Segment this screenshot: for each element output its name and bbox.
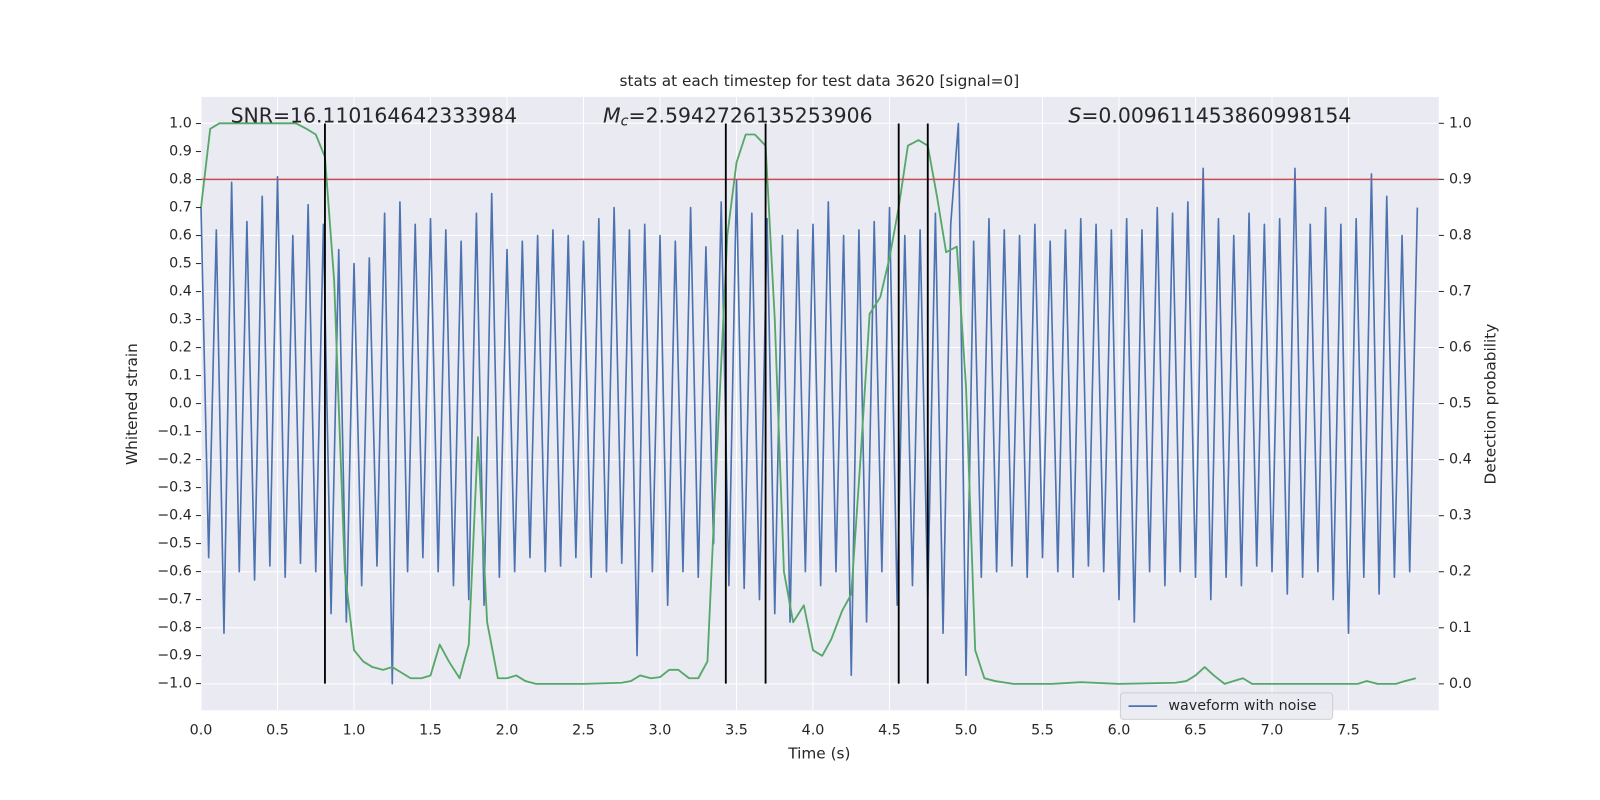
x-tick-label: 7.5	[1337, 723, 1360, 739]
y-tick-label: −0.7	[157, 592, 192, 608]
y-tick-label: −0.9	[157, 648, 192, 664]
x-tick-label: 6.0	[1108, 723, 1131, 739]
s-annotation: S=0.009611453860998154	[1068, 103, 1351, 127]
y-tick-label: 1.0	[169, 116, 192, 132]
y-tick-label: −0.8	[157, 620, 192, 636]
y-tick-label: −0.4	[157, 508, 192, 524]
mc-value: =2.5942726135253906	[628, 103, 872, 127]
s-symbol: S	[1068, 103, 1081, 127]
y-tick-label: 0.9	[169, 144, 192, 160]
legend-label: waveform with noise	[1168, 698, 1316, 714]
waveform-line	[200, 122, 1419, 685]
y-tick-label: 0.7	[169, 200, 192, 216]
y-tick-label: 0.5	[169, 256, 192, 272]
y-tick-label: 0.0	[169, 396, 192, 412]
y-tick-label: −1.0	[157, 676, 192, 692]
chart-title: stats at each timestep for test data 362…	[620, 72, 1020, 90]
y2-tick-label: 0.4	[1449, 452, 1472, 468]
mc-subscript: c	[621, 113, 629, 129]
x-tick-label: 6.5	[1184, 723, 1207, 739]
y2-tick-label: 0.3	[1449, 508, 1472, 524]
x-tick-label: 0.0	[190, 723, 213, 739]
y2-tick-label: 0.5	[1449, 396, 1472, 412]
x-tick-label: 0.5	[266, 723, 289, 739]
y2-tick-label: 0.2	[1449, 564, 1472, 580]
y-tick-label: −0.3	[157, 480, 192, 496]
y2-axis-label: Detection probability	[1481, 324, 1499, 485]
y2-tick-label: 0.1	[1449, 620, 1472, 636]
y2-tick-label: 0.6	[1449, 340, 1472, 356]
x-tick-label: 2.0	[496, 723, 519, 739]
y-tick-label: 0.2	[169, 340, 192, 356]
y-tick-label: 0.8	[169, 172, 192, 188]
x-tick-label: 1.0	[343, 723, 366, 739]
mc-symbol: M	[603, 103, 621, 127]
legend-box	[1119, 692, 1334, 720]
x-tick-label: 3.0	[649, 723, 672, 739]
y-axis-label: Whitened strain	[123, 343, 141, 465]
y-tick-label: −0.5	[157, 536, 192, 552]
y-tick-label: 0.4	[169, 284, 192, 300]
y-tick-label: −0.1	[157, 424, 192, 440]
legend: waveform with noise	[1119, 692, 1334, 720]
snr-annotation: SNR=16.110164642333984	[231, 103, 517, 127]
y-tick-label: 0.3	[169, 312, 192, 328]
x-tick-label: 5.5	[1031, 723, 1054, 739]
y2-tick-label: 0.7	[1449, 283, 1472, 299]
y2-tick-label: 0.0	[1449, 676, 1472, 692]
x-axis-label: Time (s)	[787, 745, 850, 763]
x-tick-label: 1.5	[419, 723, 442, 739]
s-value: =0.009611453860998154	[1081, 103, 1351, 127]
probability-line	[200, 122, 1417, 685]
x-tick-label: 3.5	[725, 723, 748, 739]
y2-tick-label: 1.0	[1449, 115, 1472, 131]
y-tick-label: −0.2	[157, 452, 192, 468]
x-tick-label: 4.5	[878, 723, 901, 739]
y2-tick-label: 0.9	[1449, 171, 1472, 187]
x-tick-label: 5.0	[955, 723, 978, 739]
x-tick-label: 4.0	[802, 723, 825, 739]
y-tick-label: −0.6	[157, 564, 192, 580]
y-tick-label: 0.1	[169, 368, 192, 384]
y-tick-label: 0.6	[169, 228, 192, 244]
mc-annotation: Mc=2.5942726135253906	[603, 103, 873, 129]
x-tick-label: 7.0	[1261, 723, 1284, 739]
y2-tick-label: 0.8	[1449, 227, 1472, 243]
x-tick-label: 2.5	[572, 723, 595, 739]
